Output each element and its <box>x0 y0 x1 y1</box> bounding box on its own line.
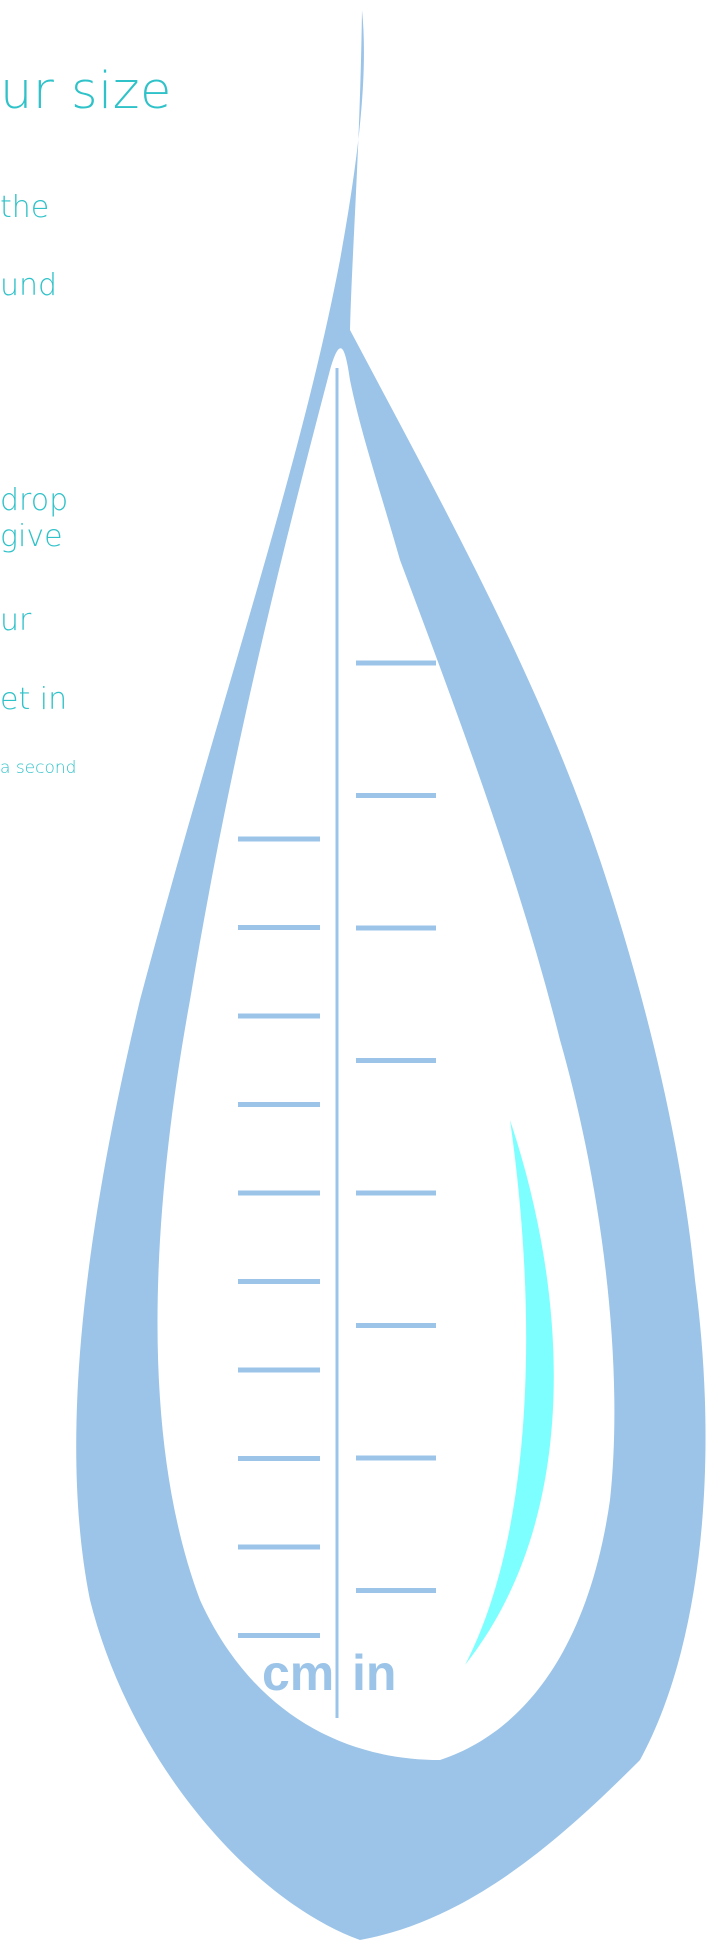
text-line-4: ur <box>0 603 32 638</box>
in-scale <box>356 660 436 1593</box>
cm-scale <box>238 836 320 1638</box>
text-line-2: und <box>0 268 58 303</box>
drop-highlight <box>465 1120 554 1665</box>
text-line-5: et in <box>0 682 68 717</box>
text-line-1: the <box>0 190 50 225</box>
text-line-3b: give <box>0 519 63 554</box>
text-line-6: a second <box>0 758 77 778</box>
text-line-3: drop give <box>0 483 68 555</box>
page-title: ur size <box>0 62 172 121</box>
unit-label-cm: cm <box>262 1645 334 1701</box>
drop-inner-cavity <box>157 348 615 1760</box>
text-line-3a: drop <box>0 483 69 518</box>
unit-label-in: in <box>352 1645 396 1701</box>
